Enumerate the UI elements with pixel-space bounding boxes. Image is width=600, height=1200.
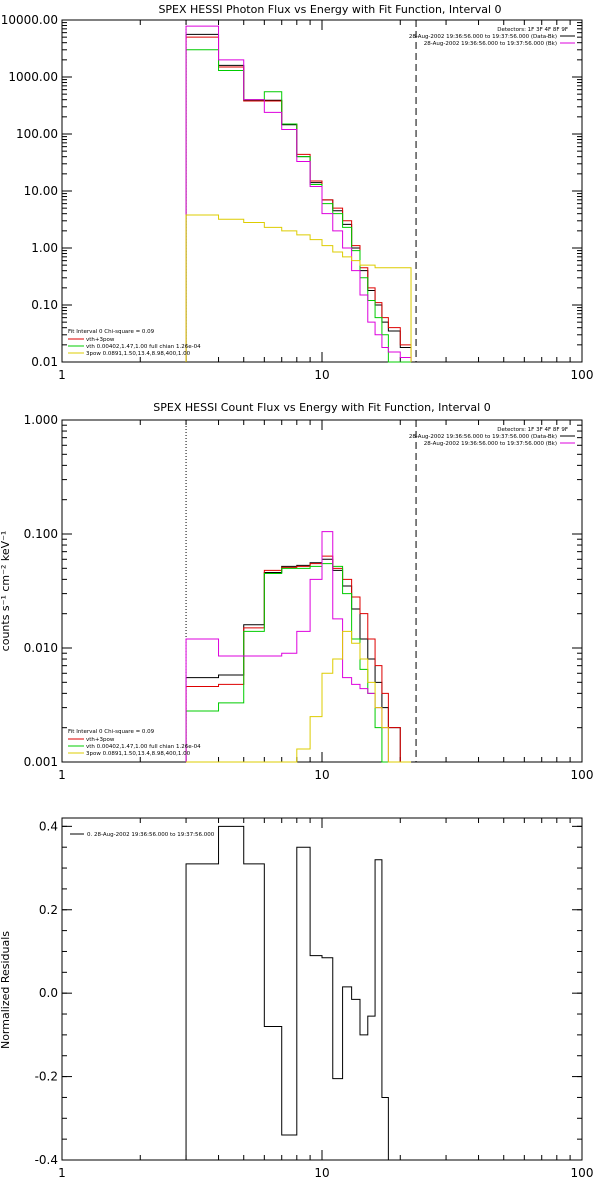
panel2-legend-data-bk: 28-Aug-2002 19:36:56.000 to 19:37:56.000…	[409, 434, 557, 440]
photon-flux-panel: SPEX HESSI Photon Flux vs Energy with Fi…	[1, 3, 594, 382]
series-line-1	[185, 555, 412, 763]
panel1-legend-left: Fit Interval 0 Chi-square = 0.09 vth+3po…	[68, 329, 201, 357]
series-line-0	[185, 558, 412, 763]
panel1-legend-vth: vth 0.00402,1.47,1.00 full chian 1.26e-0…	[86, 344, 201, 350]
y-tick-label: 0.4	[39, 819, 58, 833]
series-line-2	[185, 563, 412, 763]
y-tick-label: -0.4	[35, 1153, 58, 1167]
panel1-legend-model: vth+3pow	[86, 337, 115, 343]
panel2-fit-info: Fit Interval 0 Chi-square = 0.09	[68, 729, 155, 735]
x-tick-label: 10	[314, 768, 329, 782]
x-tick-label: 100	[571, 1166, 594, 1180]
y-tick-label: 0.10	[31, 298, 58, 312]
panel2-detectors-text: Detectors: 1F 3F 4F 8F 9F	[497, 427, 568, 433]
panel2-legend-right: Detectors: 1F 3F 4F 8F 9F 28-Aug-2002 19…	[409, 427, 575, 447]
y-tick-label: 10.00	[24, 184, 58, 198]
series-line-4	[186, 630, 412, 763]
y-tick-label: 100.00	[16, 127, 58, 141]
y-tick-label: 0.0	[39, 986, 58, 1000]
y-tick-label: 0.01	[31, 355, 58, 369]
x-tick-label: 1	[58, 1166, 66, 1180]
panel1-legend-data-bk: 28-Aug-2002 19:36:56.000 to 19:37:56.000…	[409, 34, 557, 40]
series-line-0	[185, 33, 412, 362]
panel1-detectors-text: Detectors: 1F 3F 4F 8F 9F	[497, 27, 568, 33]
panel3-legend: 0. 28-Aug-2002 19:36:56.000 to 19:37:56.…	[70, 832, 215, 838]
x-tick-label: 100	[571, 768, 594, 782]
panel2-legend-vth: vth 0.00402,1.47,1.00 full chian 1.26e-0…	[86, 744, 201, 750]
y-tick-label: 0.2	[39, 903, 58, 917]
x-tick-label: 1	[58, 368, 66, 382]
panel1-fit-info: Fit Interval 0 Chi-square = 0.09	[68, 329, 155, 335]
panel1-title: SPEX HESSI Photon Flux vs Energy with Fi…	[158, 3, 501, 16]
panel1-legend-3pow: 3pow 0.0891,1.50,13.4,8.98,400,1.00	[86, 351, 191, 357]
panel2-legend-3pow: 3pow 0.0891,1.50,13.4,8.98,400,1.00	[86, 751, 191, 757]
panel3-legend-text: 0. 28-Aug-2002 19:36:56.000 to 19:37:56.…	[87, 832, 215, 838]
y-tick-label: 0.010	[24, 641, 58, 655]
residuals-panel: Normalized Residuals 0.4 0.2 0.0 -0.2 -0.4 1…	[0, 817, 594, 1180]
x-tick-label: 1	[58, 768, 66, 782]
panel3-frame	[61, 817, 583, 1161]
y-tick-label: 1000.00	[8, 70, 58, 84]
y-tick-label: 1.00	[31, 241, 58, 255]
panel1-legend-bk: 28-Aug-2002 19:36:56.000 to 19:37:56.000…	[424, 41, 557, 47]
x-tick-label: 100	[571, 368, 594, 382]
series-line-0	[185, 825, 421, 1161]
panel3-ylabel: Normalized Residuals	[0, 931, 12, 1049]
panel2-legend-bk: 28-Aug-2002 19:36:56.000 to 19:37:56.000…	[424, 441, 557, 447]
y-tick-label: 0.100	[24, 527, 58, 541]
panel2-ylabel: counts s⁻¹ cm⁻² keV⁻¹	[0, 531, 12, 652]
y-tick-label: 0.001	[24, 755, 58, 769]
panel2-legend-model: vth+3pow	[86, 737, 115, 743]
panel2-legend-left: Fit Interval 0 Chi-square = 0.09 vth+3po…	[68, 729, 201, 757]
y-tick-label: 1.000	[24, 413, 58, 427]
y-tick-label: -0.2	[35, 1070, 58, 1084]
series-line-2	[185, 49, 412, 363]
x-tick-label: 10	[314, 368, 329, 382]
series-line-1	[185, 36, 412, 362]
series-line-4	[185, 214, 412, 362]
y-tick-label: 10000.00	[1, 13, 58, 27]
series-line-3	[185, 25, 412, 362]
panel2-title: SPEX HESSI Count Flux vs Energy with Fit…	[153, 401, 490, 414]
count-flux-panel: SPEX HESSI Count Flux vs Energy with Fit…	[0, 401, 593, 782]
x-tick-label: 10	[314, 1166, 329, 1180]
panel1-legend-right: Detectors: 1F 3F 4F 8F 9F 28-Aug-2002 19…	[409, 27, 575, 47]
